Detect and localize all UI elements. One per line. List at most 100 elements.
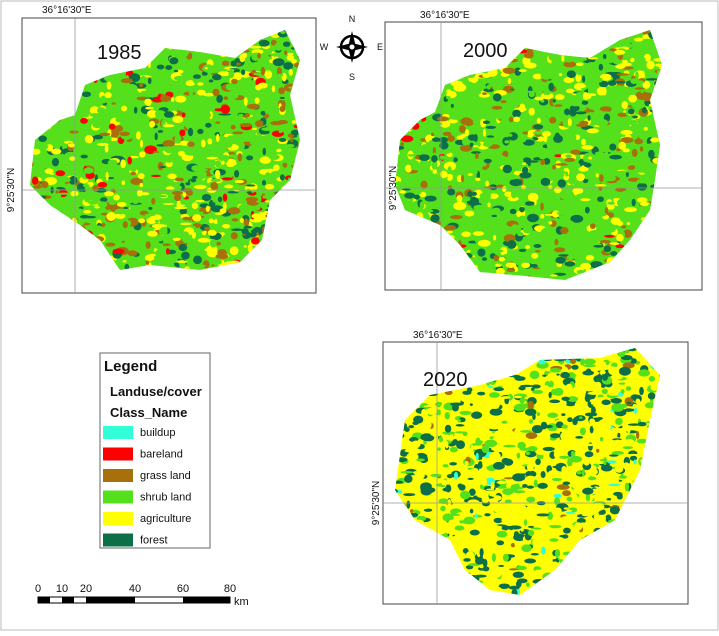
land-patch [420,561,426,569]
land-patch [549,42,554,46]
land-patch [74,225,88,234]
land-patch [493,79,497,83]
land-patch [62,232,66,241]
land-patch [51,114,59,117]
land-patch [478,433,488,441]
land-patch [502,488,514,496]
land-patch [557,120,561,125]
land-patch [209,148,215,153]
land-patch [590,585,600,589]
land-patch [80,240,89,248]
land-patch [277,73,284,77]
land-patch [396,366,406,372]
land-patch [403,67,408,71]
land-patch [398,168,403,176]
land-patch [576,545,586,548]
land-patch [430,214,440,223]
land-patch [231,218,239,222]
land-patch [538,359,546,365]
land-patch [423,30,432,34]
land-patch [415,553,421,558]
land-patch [625,171,629,178]
land-patch [638,576,651,582]
land-patch [632,135,638,140]
land-patch [293,33,300,39]
land-patch [649,565,659,569]
map-year: 2000 [463,40,508,62]
land-patch [533,244,542,249]
land-patch [419,348,432,354]
land-patch [627,586,633,595]
land-patch [660,468,663,476]
land-patch [629,242,633,249]
land-patch [563,574,569,582]
land-patch [570,227,578,235]
land-patch [71,50,80,53]
land-patch [572,187,584,195]
land-patch [553,387,564,396]
land-patch [496,593,507,595]
land-patch [46,101,54,106]
land-patch [134,151,139,157]
land-patch [133,106,138,114]
land-patch [430,126,435,133]
land-patch [224,184,234,189]
land-patch [254,138,259,141]
land-patch [491,569,502,578]
land-patch [34,45,44,51]
land-patch [47,262,57,270]
land-patch [661,262,662,268]
land-patch [626,222,631,225]
land-patch [472,145,479,148]
land-patch [520,438,532,441]
land-patch [507,78,512,85]
land-patch [455,74,466,77]
land-patch [416,591,424,595]
land-patch [631,564,641,568]
land-patch [498,583,510,589]
land-patch [580,358,585,366]
land-patch [36,232,42,236]
land-patch [396,391,401,394]
land-patch [293,222,300,231]
land-patch [471,151,481,154]
land-patch [465,443,471,448]
land-patch [227,239,236,245]
land-patch [605,535,610,542]
land-patch [395,441,401,448]
land-patch [617,556,622,559]
land-patch [234,179,245,184]
land-patch [643,348,657,351]
land-patch [30,203,31,212]
land-patch [543,526,553,535]
land-patch [399,523,407,530]
land-patch [586,128,599,134]
land-patch [501,30,514,33]
land-patch [655,466,660,469]
land-patch [421,102,433,111]
land-patch [556,484,570,490]
land-patch [145,260,150,265]
land-patch [442,348,446,351]
land-patch [66,225,76,232]
land-patch [652,101,656,106]
land-patch [513,360,521,368]
land-patch [185,189,194,196]
land-patch [462,354,469,362]
land-patch [144,194,156,199]
land-patch [197,237,211,243]
land-patch [604,570,609,573]
land-patch [649,440,659,443]
land-patch [587,391,600,395]
land-patch [475,373,484,377]
land-patch [36,242,47,249]
land-patch [593,513,600,520]
land-patch [396,365,409,368]
land-patch [251,127,258,131]
land-patch [428,593,437,595]
land-patch [502,273,510,279]
land-patch [506,529,512,535]
land-patch [257,250,262,257]
land-patch [87,73,100,80]
